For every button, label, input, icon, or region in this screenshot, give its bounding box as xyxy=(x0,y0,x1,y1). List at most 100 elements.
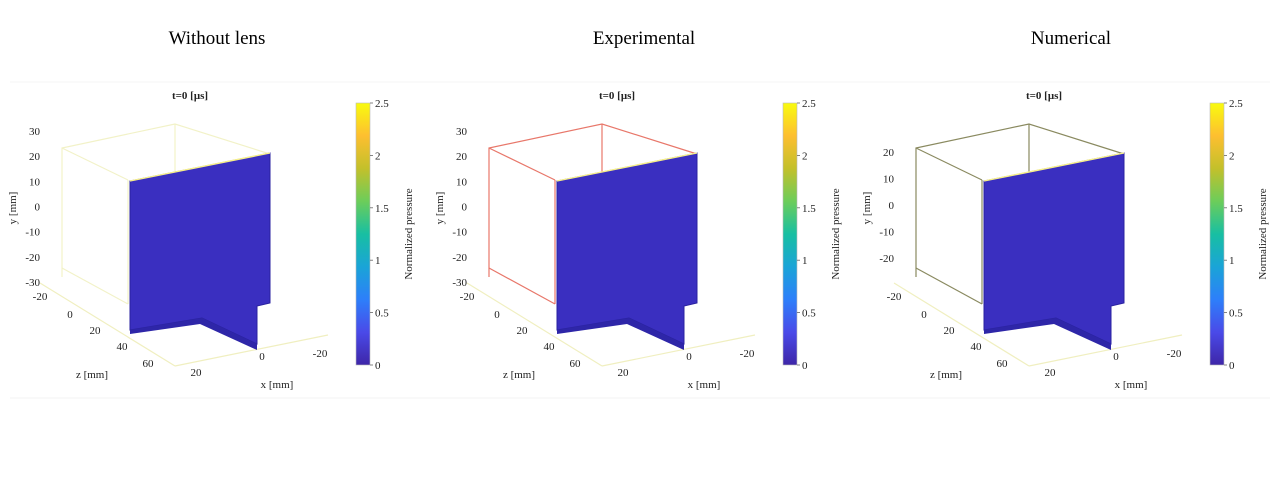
z-tick-label: 20 xyxy=(90,325,102,337)
x-axis-label: x [mm] xyxy=(688,379,721,391)
x-tick-label: 0 xyxy=(259,351,265,363)
colorbar-tick-label: 0 xyxy=(1229,360,1235,372)
floor-axes xyxy=(39,282,329,367)
colorbar-gradient xyxy=(355,102,371,366)
plot-subtitle: t=0 [μs] xyxy=(1026,90,1062,102)
z-axis-line xyxy=(893,282,1030,367)
x-tick-label: 0 xyxy=(1113,351,1119,363)
plot-subtitle: t=0 [μs] xyxy=(172,90,208,102)
surface-top-edge xyxy=(556,152,698,182)
surface-plane xyxy=(129,152,271,345)
colorbar-gradient xyxy=(1209,102,1225,366)
panel-title: Experimental xyxy=(593,28,695,49)
x-tick-label: -20 xyxy=(313,348,328,360)
y-tick-label: -20 xyxy=(25,252,40,264)
surface-top-edge xyxy=(983,152,1125,182)
colorbar-tick-label: 0.5 xyxy=(1229,308,1243,320)
x-axis-line xyxy=(174,334,329,367)
box-top-front-edge xyxy=(488,147,556,181)
colorbar-tick-label: 1 xyxy=(1229,255,1235,267)
colorbar-tick-label: 2.5 xyxy=(375,98,389,110)
z-tick-label: -20 xyxy=(33,291,48,303)
y-tick-label: -10 xyxy=(452,227,467,239)
x-axis-label: x [mm] xyxy=(1115,379,1148,391)
box-back-edges xyxy=(61,123,271,277)
surface-top-edge xyxy=(129,152,271,182)
y-tick-label: -10 xyxy=(879,227,894,239)
z-axis-line xyxy=(466,282,603,367)
z-tick-label: 0 xyxy=(921,309,927,321)
y-tick-label: 20 xyxy=(883,147,895,159)
x-axis-line xyxy=(601,334,756,367)
colorbar-tick-label: 1 xyxy=(802,255,808,267)
y-tick-label: 0 xyxy=(35,202,41,214)
x-tick-label: 20 xyxy=(618,367,630,379)
y-tick-label: 20 xyxy=(456,151,468,163)
colorbar-label: Normalized pressure xyxy=(403,188,415,279)
z-tick-label: 40 xyxy=(117,341,129,353)
surface-floor-strip xyxy=(557,318,684,350)
y-tick-label: 10 xyxy=(29,176,41,188)
panel-title: Without lens xyxy=(169,28,266,49)
x-tick-label: 20 xyxy=(191,367,203,379)
y-axis-label: y [mm] xyxy=(7,192,19,225)
colorbar-tick-label: 2.5 xyxy=(802,98,816,110)
colorbar-gradient xyxy=(782,102,798,366)
colorbar-tick-label: 2 xyxy=(1229,150,1235,162)
pressure-surface xyxy=(556,152,698,350)
y-tick-label: 30 xyxy=(456,126,468,138)
colorbar: 0 0.5 1 1.5 2 2.5 Normalized pressure xyxy=(1209,98,1269,372)
x-tick-label: 0 xyxy=(686,351,692,363)
colorbar-tick-label: 1 xyxy=(375,255,381,267)
z-axis-line xyxy=(39,282,176,367)
z-tick-label: 40 xyxy=(544,341,556,353)
x-axis-line xyxy=(1028,334,1183,367)
colorbar-tick-label: 2.5 xyxy=(1229,98,1243,110)
y-tick-label: -20 xyxy=(879,253,894,265)
y-tick-label: -30 xyxy=(452,277,467,289)
y-tick-label: -30 xyxy=(25,277,40,289)
colorbar-tick-label: 0 xyxy=(375,360,381,372)
axis-box xyxy=(488,123,698,305)
floor-axes xyxy=(893,282,1183,367)
surface-floor-strip xyxy=(984,318,1111,350)
colorbar-tick-label: 0.5 xyxy=(802,308,816,320)
box-bottom-left-edge xyxy=(61,267,129,305)
y-tick-label: -20 xyxy=(452,252,467,264)
y-axis-label: y [mm] xyxy=(434,192,446,225)
y-tick-label: -10 xyxy=(25,227,40,239)
x-axis-label: x [mm] xyxy=(261,379,294,391)
pressure-surface xyxy=(129,152,271,350)
colorbar-tick-label: 0 xyxy=(802,360,808,372)
z-tick-label: 0 xyxy=(494,309,500,321)
y-tick-label: 0 xyxy=(889,200,895,212)
x-tick-label: 20 xyxy=(1045,367,1057,379)
y-tick-label: 20 xyxy=(29,151,41,163)
y-tick-label: 10 xyxy=(456,176,468,188)
y-tick-label: 10 xyxy=(883,174,895,186)
surface-plane xyxy=(983,152,1125,345)
z-tick-label: 60 xyxy=(570,358,582,370)
colorbar-tick-label: 1.5 xyxy=(1229,203,1243,215)
box-back-edges xyxy=(915,123,1125,277)
y-tick-label: 0 xyxy=(462,202,468,214)
z-tick-label: 20 xyxy=(517,325,529,337)
z-axis-label: z [mm] xyxy=(76,369,108,381)
x-tick-label: -20 xyxy=(1167,348,1182,360)
pressure-surface xyxy=(983,152,1125,350)
colorbar: 0 0.5 1 1.5 2 2.5 Normalized pressure xyxy=(782,98,842,372)
y-axis-label: y [mm] xyxy=(861,192,873,225)
colorbar-label: Normalized pressure xyxy=(830,188,842,279)
z-tick-label: -20 xyxy=(460,291,475,303)
floor-axes xyxy=(466,282,756,367)
z-axis-label: z [mm] xyxy=(503,369,535,381)
z-axis-label: z [mm] xyxy=(930,369,962,381)
z-tick-label: 60 xyxy=(997,358,1009,370)
z-tick-label: 20 xyxy=(944,325,956,337)
surface-floor-strip xyxy=(130,318,257,350)
colorbar: 0 0.5 1 1.5 2 2.5 Normalized pressure xyxy=(355,98,415,372)
